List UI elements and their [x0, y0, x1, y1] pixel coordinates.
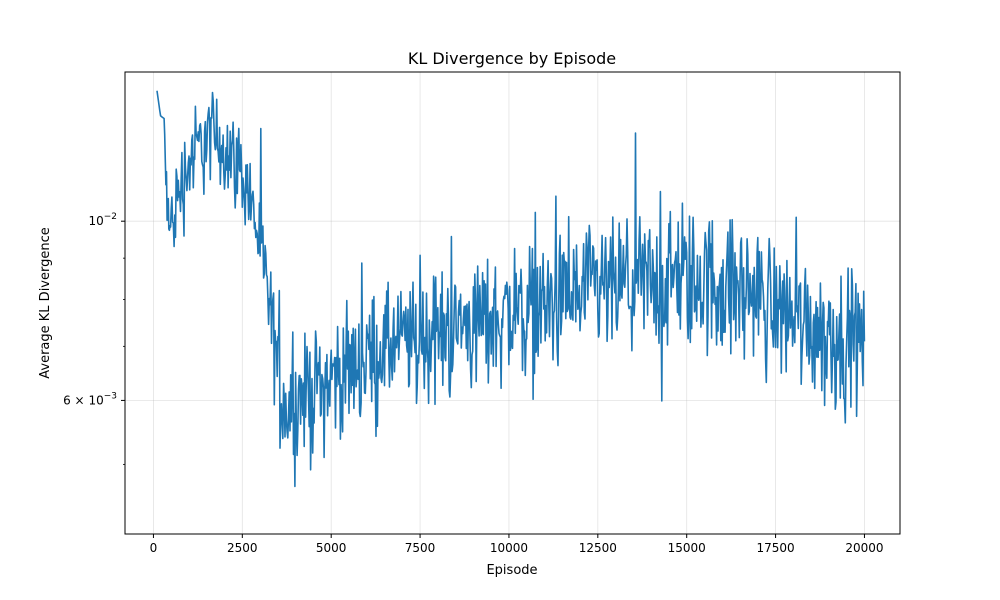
plot-frame [124, 71, 901, 535]
y-tick-base: 10 [88, 214, 103, 228]
y-tick-mantissa: 6 × [63, 393, 88, 407]
series-layer [156, 90, 866, 488]
x-tick-label: 10000 [490, 541, 528, 555]
y-tick-label: 6 × 10−3 [63, 391, 117, 407]
kl-divergence-line [156, 90, 866, 488]
y-axis-label: Average KL Divergence [38, 227, 53, 378]
y-tick-exponent: −3 [104, 391, 117, 401]
x-tick-label: 0 [150, 541, 158, 555]
x-axis-label: Episode [486, 563, 537, 578]
x-tick-label: 7500 [405, 541, 436, 555]
x-tick-label: 15000 [668, 541, 706, 555]
y-tick-base: 10 [88, 393, 103, 407]
y-tick-label: 10−2 [88, 212, 117, 228]
x-tick-label: 12500 [579, 541, 617, 555]
x-tick-label: 2500 [227, 541, 258, 555]
y-tick-exponent: −2 [104, 212, 117, 222]
chart-title: KL Divergence by Episode [408, 49, 616, 68]
x-axis-ticks: 0 2500 5000 7500 10000 12500 15000 17500 20000 [150, 534, 884, 555]
x-tick-label: 20000 [845, 541, 883, 555]
x-tick-label: 17500 [756, 541, 794, 555]
y-axis-ticks: 10−26 × 10−3 [63, 212, 125, 465]
x-tick-label: 5000 [316, 541, 347, 555]
